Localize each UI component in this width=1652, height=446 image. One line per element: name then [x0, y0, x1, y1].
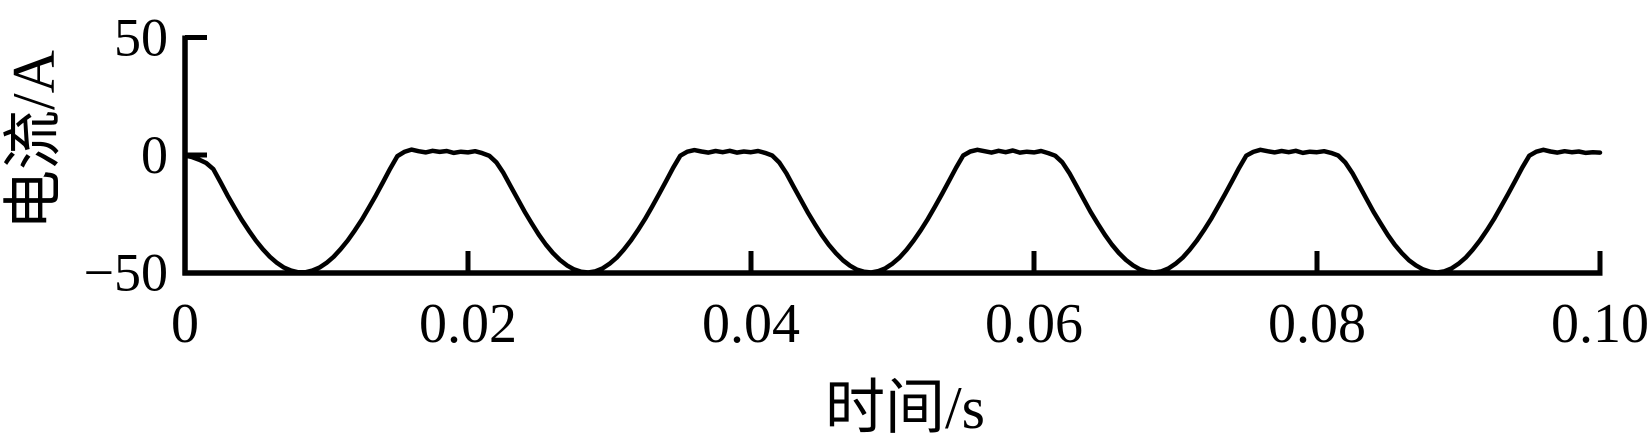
- x-tick-label: 0: [171, 293, 199, 355]
- y-tick-marks: [185, 35, 207, 158]
- x-tick-label: 0.04: [702, 293, 800, 355]
- y-tick-label: 50: [114, 8, 168, 68]
- y-tick-labels: 50 0 −50: [84, 8, 168, 303]
- axes: 500−50 0 0.02 0.04 0.06 0.08 0.10: [84, 8, 1649, 356]
- plot-area: [182, 147, 1603, 275]
- x-tick-label: 0.10: [1551, 293, 1649, 355]
- x-tick-label: 0.02: [419, 293, 517, 355]
- y-axis-title: 电流/A: [1, 50, 67, 230]
- x-tick-marks: [465, 251, 1603, 273]
- current-waveform-line: [182, 147, 1603, 275]
- x-axis-title: 时间/s: [825, 375, 985, 441]
- x-tick-label: 0.08: [1268, 293, 1366, 355]
- x-tick-labels: 0 0.02 0.04 0.06 0.08 0.10: [171, 293, 1649, 355]
- x-tick-label: 0.06: [985, 293, 1083, 355]
- y-tick-label: −50: [84, 243, 168, 303]
- y-tick-label: 0: [141, 125, 168, 185]
